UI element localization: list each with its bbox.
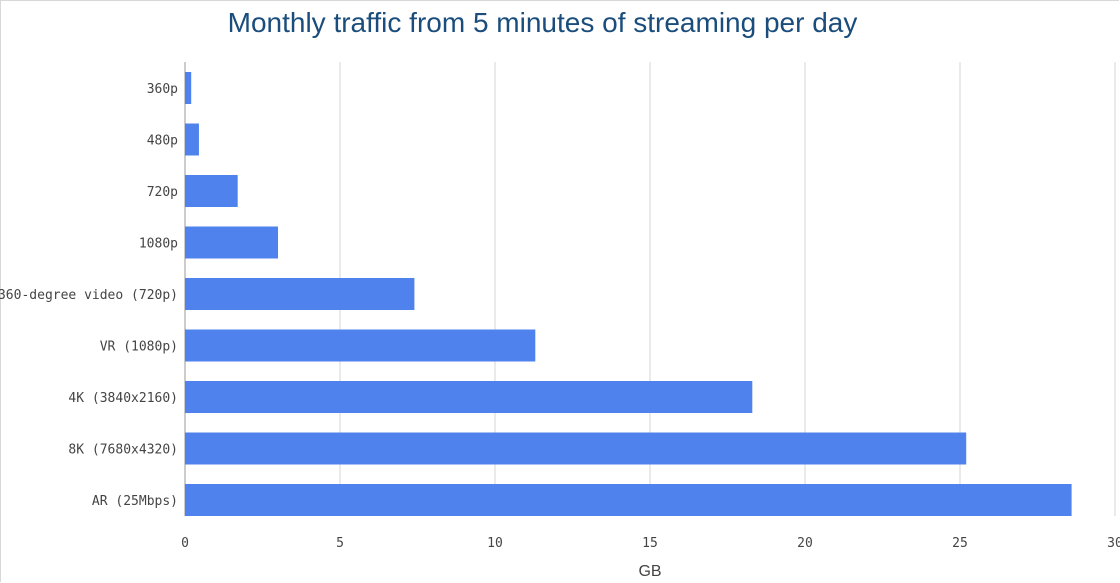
bar <box>185 175 238 207</box>
bar <box>185 278 415 310</box>
bar <box>185 226 278 259</box>
x-axis-title: GB <box>638 563 661 580</box>
category-label: 480p <box>147 134 178 149</box>
x-tick-label: 25 <box>952 536 968 551</box>
x-tick-label: 20 <box>797 536 813 551</box>
bar <box>185 123 199 156</box>
x-tick-label: 5 <box>336 536 344 551</box>
x-tick-label: 15 <box>642 536 658 551</box>
category-label: 360-degree video (720p) <box>0 288 178 303</box>
category-label: 360p <box>147 82 178 97</box>
bar <box>185 381 753 413</box>
category-label: 4K (3840x2160) <box>68 391 178 406</box>
chart-title: Monthly traffic from 5 minutes of stream… <box>227 7 858 38</box>
bar <box>185 329 536 362</box>
x-tick-label: 10 <box>487 536 503 551</box>
category-label: 8K (7680x4320) <box>68 443 178 458</box>
x-tick-label: 30 <box>1107 536 1120 551</box>
bar <box>185 432 967 465</box>
bar <box>185 484 1072 516</box>
category-label: VR (1080p) <box>100 340 178 355</box>
category-label: 720p <box>147 185 178 200</box>
bar <box>185 72 192 104</box>
x-tick-label: 0 <box>181 536 189 551</box>
category-label: AR (25Mbps) <box>92 494 178 509</box>
category-label: 1080p <box>139 237 178 252</box>
